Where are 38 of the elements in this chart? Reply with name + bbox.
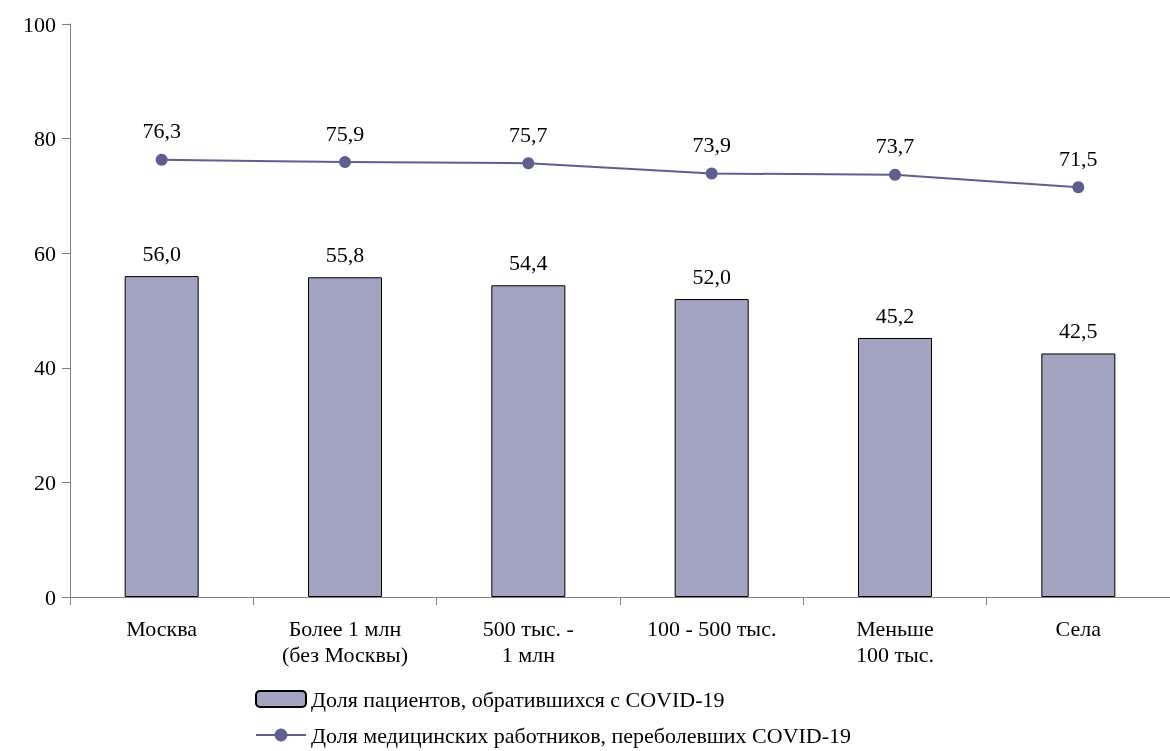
point xyxy=(522,157,535,170)
point xyxy=(889,168,901,181)
point xyxy=(705,167,718,180)
bar xyxy=(124,276,199,597)
y-tick-label: 60 xyxy=(34,240,56,266)
y-tick-label: 20 xyxy=(34,469,56,495)
point xyxy=(339,156,351,169)
x-tick-label: 100 - 500 тыс. xyxy=(646,615,777,641)
y-tick-label: 100 xyxy=(23,11,56,37)
legend-label: Доля медицинских работников, переболевших COVID-19 xyxy=(311,722,852,748)
x-tick-label: Села xyxy=(1055,615,1102,641)
bar xyxy=(308,277,382,597)
x-tick-label: 500 тыс. - 1 млн xyxy=(482,615,574,667)
data-label: 76,3 xyxy=(142,118,181,144)
data-label: 52,0 xyxy=(692,263,731,289)
data-label: 73,9 xyxy=(692,132,731,158)
bar xyxy=(491,285,566,597)
data-label: 75,7 xyxy=(509,121,548,147)
point xyxy=(155,153,168,166)
x-tick-label: Более 1 млн (без Москвы) xyxy=(282,615,408,667)
bar xyxy=(1041,353,1116,597)
data-label: 73,7 xyxy=(875,133,915,159)
data-label: 54,4 xyxy=(509,249,548,275)
y-tick-label: 80 xyxy=(34,126,56,152)
data-label: 71,5 xyxy=(1059,145,1098,171)
x-tick-label: Москва xyxy=(126,615,198,641)
bar xyxy=(858,338,932,597)
point xyxy=(1072,181,1085,194)
data-label: 75,9 xyxy=(325,120,365,146)
legend-label: Доля пациентов, обратившихся с COVID-19 xyxy=(311,686,725,712)
data-label: 42,5 xyxy=(1059,317,1098,343)
data-label: 56,0 xyxy=(142,240,181,266)
y-tick-label: 0 xyxy=(45,584,56,610)
data-label: 55,8 xyxy=(325,241,365,267)
x-tick-label: Меньше 100 тыс. xyxy=(855,615,935,667)
data-label: 45,2 xyxy=(875,302,915,328)
y-tick-label: 40 xyxy=(34,355,56,381)
bar xyxy=(674,299,749,597)
